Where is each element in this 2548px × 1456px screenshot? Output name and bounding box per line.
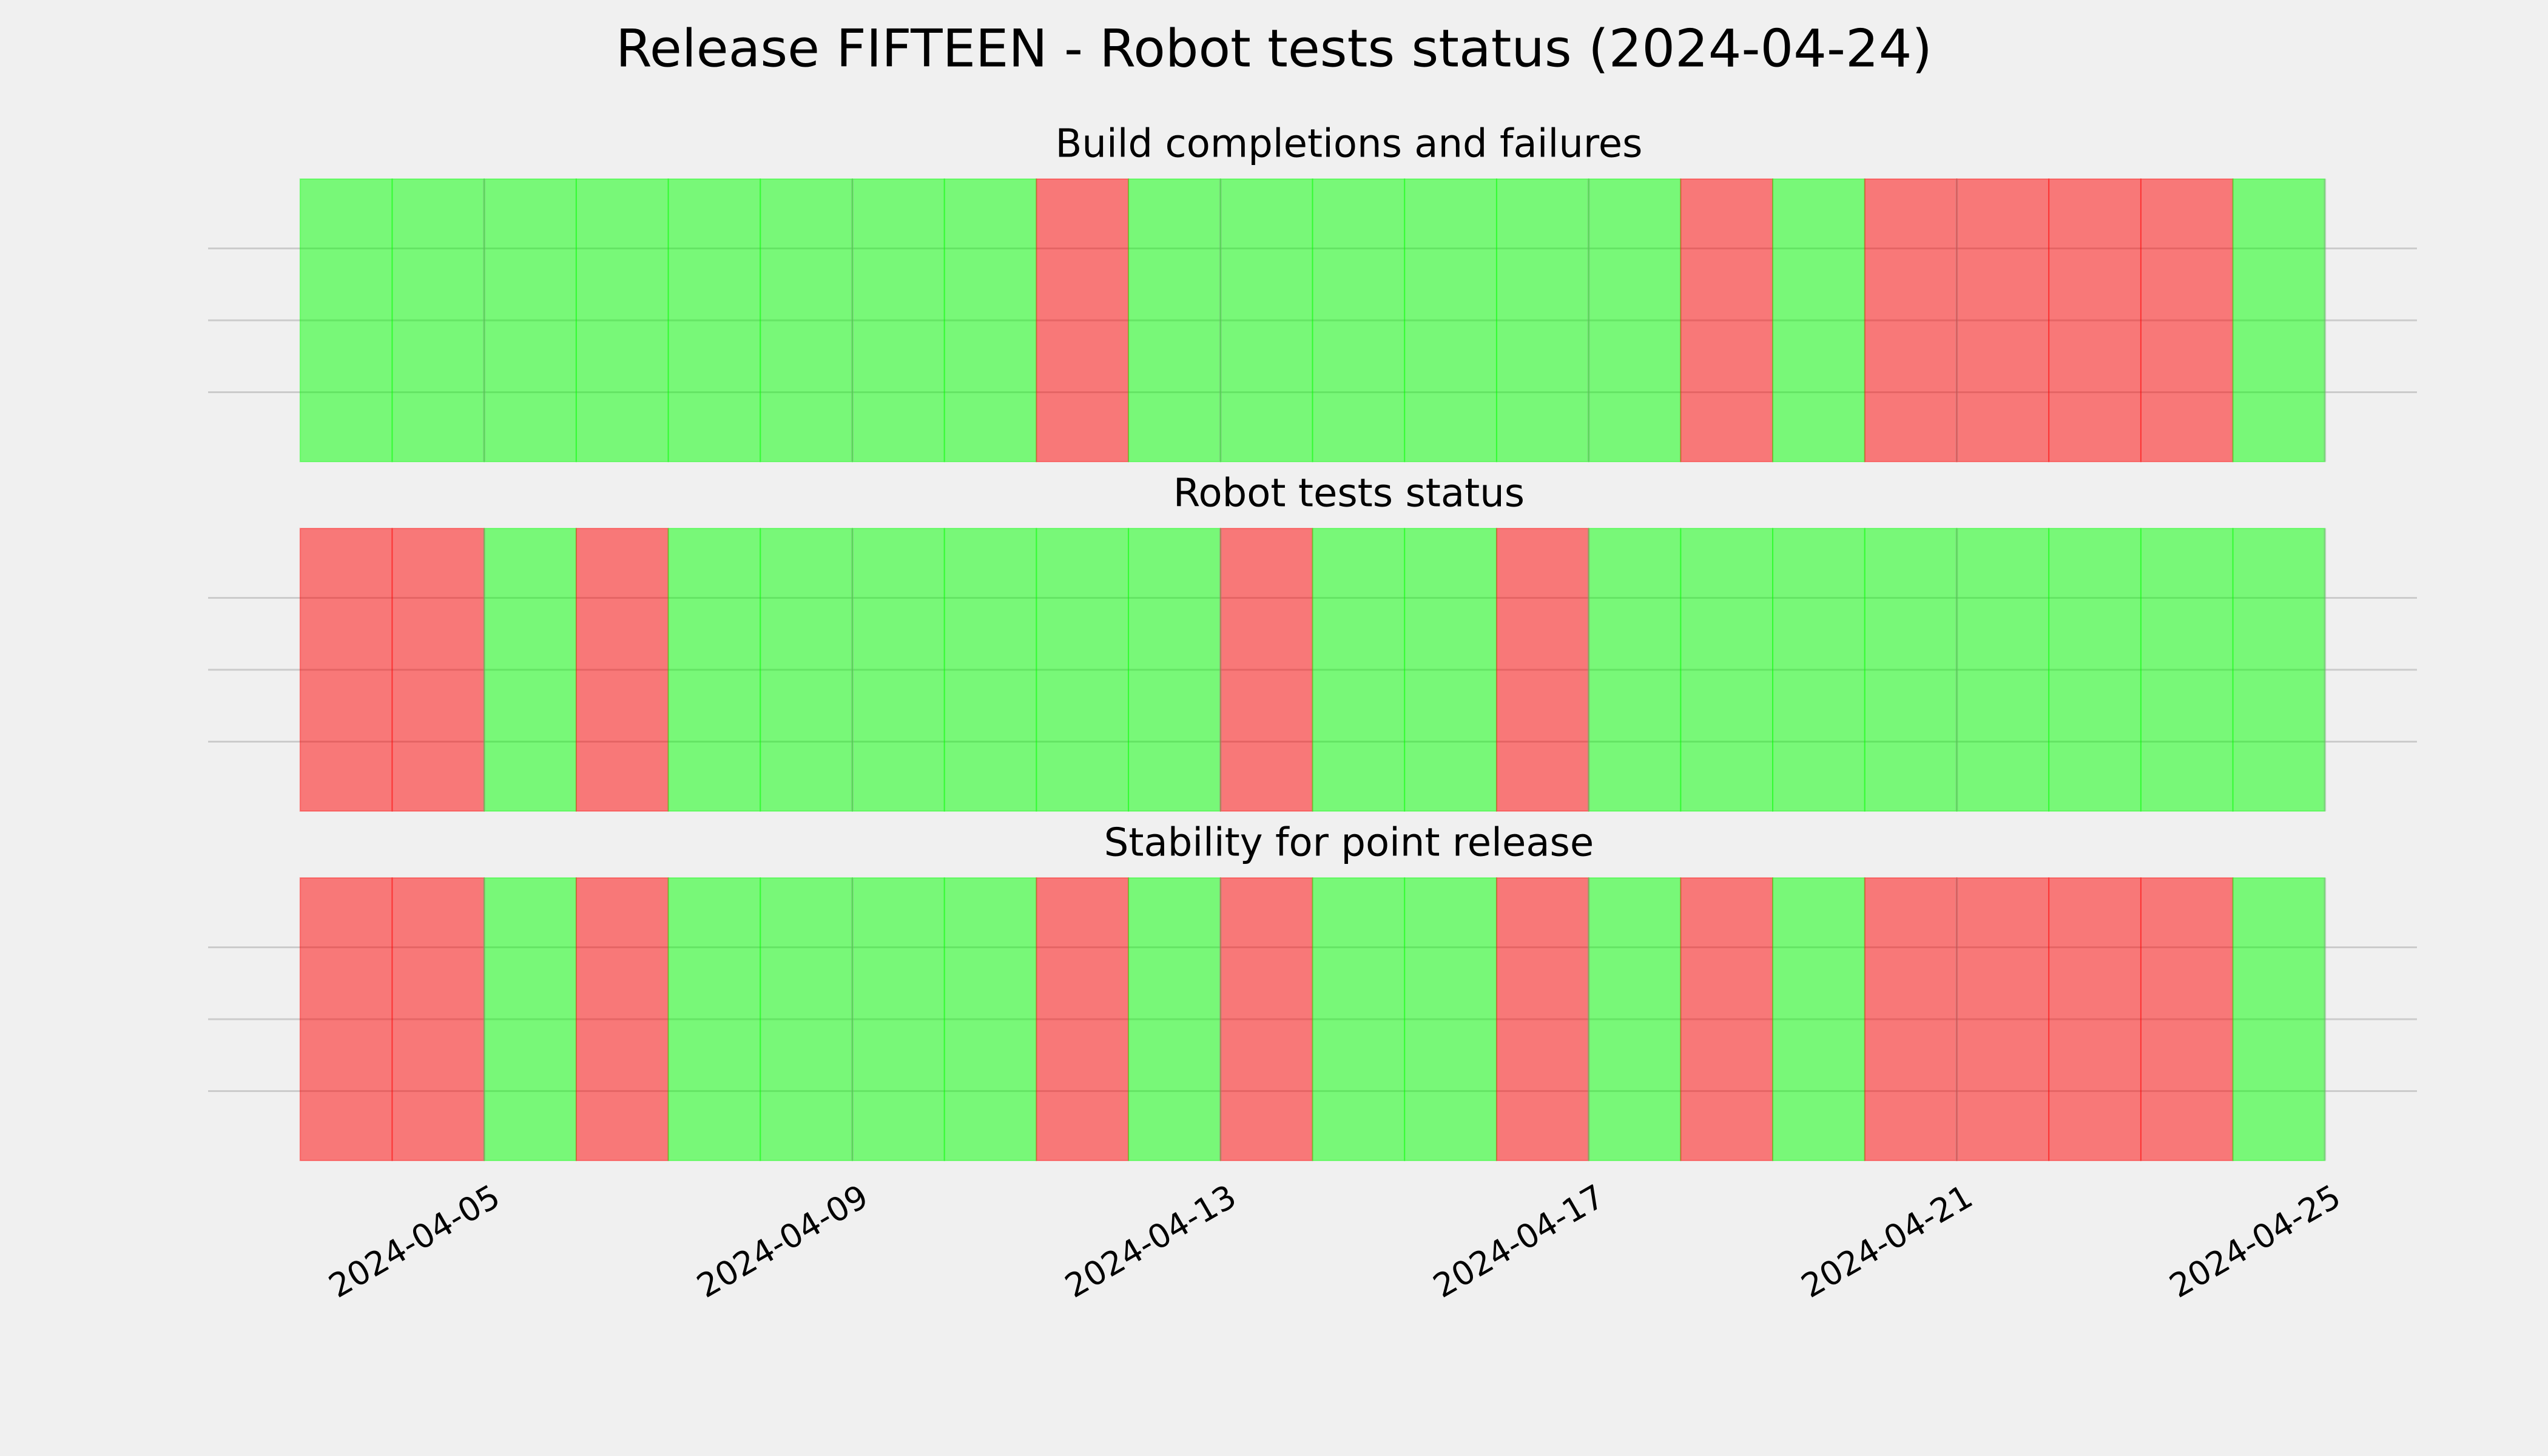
status-span	[2140, 528, 2234, 812]
status-span	[391, 528, 485, 812]
panel-title: Robot tests status	[1173, 471, 1525, 516]
status-span	[1680, 528, 1774, 812]
status-span	[1864, 877, 1958, 1161]
status-span	[484, 528, 577, 812]
status-span	[2232, 178, 2326, 462]
status-span	[1772, 528, 1866, 812]
status-span	[851, 877, 945, 1161]
status-span	[943, 178, 1037, 462]
status-span	[1864, 178, 1958, 462]
status-span	[1219, 877, 1313, 1161]
status-span	[2232, 528, 2326, 812]
status-span	[1128, 528, 1221, 812]
status-span	[1128, 178, 1221, 462]
status-span	[2140, 877, 2234, 1161]
status-span	[299, 877, 393, 1161]
panel-title: Build completions and failures	[1056, 122, 1643, 167]
status-span	[575, 528, 669, 812]
status-span	[484, 178, 577, 462]
status-span	[1404, 877, 1497, 1161]
status-span	[1680, 877, 1774, 1161]
status-span	[667, 528, 761, 812]
status-span	[1036, 877, 1130, 1161]
status-span	[575, 178, 669, 462]
status-span	[1772, 877, 1866, 1161]
status-span	[1588, 178, 1682, 462]
status-span	[1128, 877, 1221, 1161]
status-span	[1312, 528, 1406, 812]
status-span	[943, 877, 1037, 1161]
status-span	[2048, 528, 2142, 812]
status-span	[760, 877, 853, 1161]
figure-title: Release FIFTEEN - Robot tests status (20…	[616, 18, 1932, 79]
status-span	[1495, 528, 1589, 812]
status-span	[1956, 178, 2050, 462]
status-span	[1219, 178, 1313, 462]
status-span	[943, 528, 1037, 812]
status-span	[1864, 528, 1958, 812]
status-span	[1680, 178, 1774, 462]
status-span	[1219, 528, 1313, 812]
status-span	[667, 178, 761, 462]
status-span	[760, 178, 853, 462]
status-span	[299, 178, 393, 462]
status-span	[299, 528, 393, 812]
status-span	[2232, 877, 2326, 1161]
status-span	[1036, 178, 1130, 462]
status-span	[1036, 528, 1130, 812]
status-span	[1588, 877, 1682, 1161]
status-span	[667, 877, 761, 1161]
status-span	[391, 877, 485, 1161]
status-span	[391, 178, 485, 462]
status-span	[851, 178, 945, 462]
status-span	[1404, 528, 1497, 812]
panel-title: Stability for point release	[1104, 821, 1594, 866]
status-span	[2140, 178, 2234, 462]
status-span	[484, 877, 577, 1161]
status-span	[1588, 528, 1682, 812]
status-span	[1495, 877, 1589, 1161]
status-span	[851, 528, 945, 812]
status-span	[2048, 178, 2142, 462]
status-span	[1956, 528, 2050, 812]
status-span	[575, 877, 669, 1161]
status-span	[1772, 178, 1866, 462]
status-span	[1956, 877, 2050, 1161]
status-span	[760, 528, 853, 812]
status-span	[2048, 877, 2142, 1161]
status-span	[1404, 178, 1497, 462]
status-span	[1312, 178, 1406, 462]
status-span	[1495, 178, 1589, 462]
status-span	[1312, 877, 1406, 1161]
